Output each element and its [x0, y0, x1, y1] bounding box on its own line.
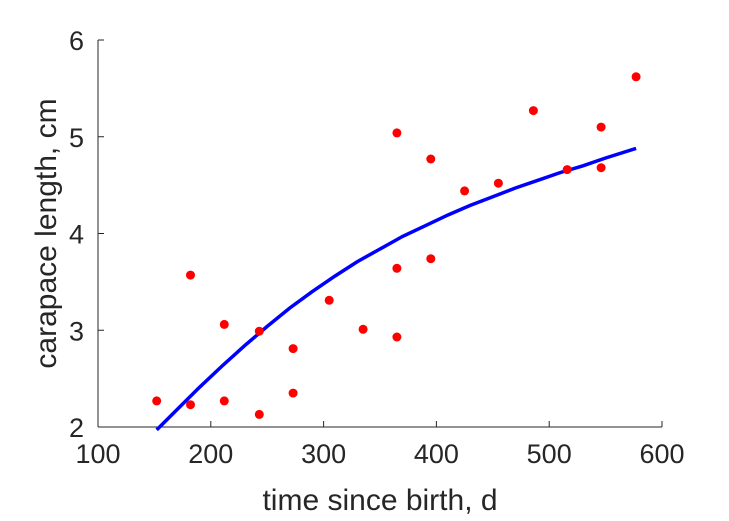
data-point	[493, 178, 503, 188]
y-tick-label: 2	[69, 413, 84, 443]
data-point	[631, 72, 641, 82]
y-tick-label: 6	[69, 26, 84, 56]
data-point	[324, 295, 334, 305]
y-tick-label: 3	[69, 316, 84, 346]
x-tick-label: 300	[301, 439, 346, 469]
x-tick-label: 400	[414, 439, 459, 469]
data-point	[219, 319, 229, 329]
data-point	[152, 396, 162, 406]
x-tick-label: 500	[527, 439, 572, 469]
data-point	[426, 154, 436, 164]
data-point	[528, 106, 538, 116]
y-tick-label: 5	[69, 123, 84, 153]
y-tick-label: 4	[69, 220, 84, 250]
data-point	[254, 326, 264, 336]
data-point	[219, 396, 229, 406]
data-point	[596, 163, 606, 173]
data-point	[186, 270, 195, 280]
data-point	[186, 400, 195, 410]
data-point	[288, 344, 298, 354]
y-axis-ticks: 2 3 4 5 6	[69, 26, 104, 443]
data-point	[460, 186, 470, 196]
x-tick-label: 100	[75, 439, 120, 469]
x-axis-label: time since birth, d	[262, 484, 497, 517]
data-point	[562, 165, 572, 175]
data-point	[358, 324, 368, 334]
data-point	[288, 388, 298, 398]
y-axis-label: carapace length, cm	[30, 98, 63, 368]
fitted-curve	[155, 146, 637, 432]
data-point	[392, 128, 402, 138]
data-point	[254, 409, 264, 419]
data-point	[392, 263, 402, 273]
series-layer	[152, 72, 641, 432]
x-tick-label: 200	[188, 439, 233, 469]
data-point	[392, 332, 402, 342]
data-point	[596, 122, 606, 132]
data-point	[426, 254, 436, 264]
x-tick-label: 600	[639, 439, 684, 469]
x-axis-ticks: 100 200 300 400 500 600	[75, 421, 685, 469]
